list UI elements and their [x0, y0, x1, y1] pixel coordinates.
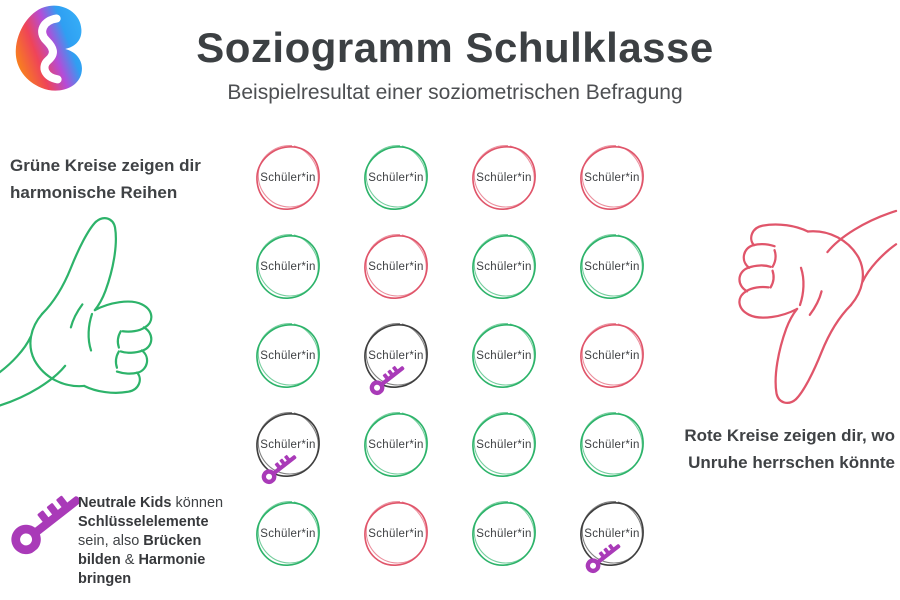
student-label: Schüler*in	[584, 528, 640, 540]
student-circle-green: Schüler*in	[576, 231, 648, 303]
student-circle-red: Schüler*in	[360, 498, 432, 570]
page-subtitle: Beispielresultat einer soziometrischen B…	[227, 81, 683, 104]
legend-red-circles: Rote Kreise zeigen dir, wo Unruhe herrsc…	[663, 422, 895, 476]
legend-red-line1: Rote Kreise zeigen dir, wo	[684, 426, 895, 445]
student-circle-red: Schüler*in	[360, 231, 432, 303]
thumbs-up-icon	[0, 217, 153, 407]
student-label: Schüler*in	[476, 172, 532, 184]
student-label: Schüler*in	[584, 439, 640, 451]
student-circle-green: Schüler*in	[252, 498, 324, 570]
key-icon	[361, 354, 411, 400]
student-label: Schüler*in	[476, 261, 532, 273]
student-label: Schüler*in	[584, 350, 640, 362]
student-label: Schüler*in	[368, 172, 424, 184]
thumbs-down-icon	[738, 209, 898, 404]
student-label: Schüler*in	[368, 528, 424, 540]
legend-green-line2: harmonische Reihen	[10, 183, 178, 202]
student-label: Schüler*in	[584, 261, 640, 273]
student-label: Schüler*in	[260, 439, 316, 451]
student-circle-neutral: Schüler*in	[360, 320, 432, 396]
student-label: Schüler*in	[368, 439, 424, 451]
student-circle-green: Schüler*in	[468, 231, 540, 303]
key-icon	[0, 472, 94, 563]
student-label: Schüler*in	[260, 261, 316, 273]
student-label: Schüler*in	[476, 439, 532, 451]
legend-green-circles: Grüne Kreise zeigen dir harmonische Reih…	[10, 152, 201, 206]
student-circle-red: Schüler*in	[576, 320, 648, 392]
student-label: Schüler*in	[476, 528, 532, 540]
student-circle-green: Schüler*in	[252, 320, 324, 392]
student-circle-red: Schüler*in	[468, 142, 540, 214]
student-circle-green: Schüler*in	[252, 231, 324, 303]
student-label: Schüler*in	[260, 528, 316, 540]
student-label: Schüler*in	[368, 261, 424, 273]
student-label: Schüler*in	[260, 350, 316, 362]
student-circle-green: Schüler*in	[360, 142, 432, 214]
student-label: Schüler*in	[476, 350, 532, 362]
student-circle-neutral: Schüler*in	[576, 498, 648, 574]
header: Soziogramm Schulklasse Beispielresultat …	[0, 24, 900, 105]
student-circle-red: Schüler*in	[576, 142, 648, 214]
student-label: Schüler*in	[368, 350, 424, 362]
brand-logo-icon	[15, 5, 82, 91]
student-circle-green: Schüler*in	[360, 409, 432, 481]
legend-red-line2: Unruhe herrschen könnte	[688, 453, 895, 472]
student-circle-green: Schüler*in	[468, 320, 540, 392]
student-circle-green: Schüler*in	[468, 498, 540, 570]
key-icon	[253, 443, 303, 489]
sociogram-grid: Schüler*in Schüler*in Schüler*in Schüler*in…	[252, 142, 648, 574]
student-circle-green: Schüler*in	[576, 409, 648, 481]
student-circle-green: Schüler*in	[468, 409, 540, 481]
student-label: Schüler*in	[260, 172, 316, 184]
key-icon	[577, 532, 627, 578]
legend-green-line1: Grüne Kreise zeigen dir	[10, 156, 201, 175]
student-label: Schüler*in	[584, 172, 640, 184]
page-title: Soziogramm Schulklasse	[196, 24, 714, 71]
neutral-kids-note: Neutrale Kids können Schlüsselelemente s…	[78, 495, 224, 587]
student-circle-neutral: Schüler*in	[252, 409, 324, 485]
student-circle-red: Schüler*in	[252, 142, 324, 214]
